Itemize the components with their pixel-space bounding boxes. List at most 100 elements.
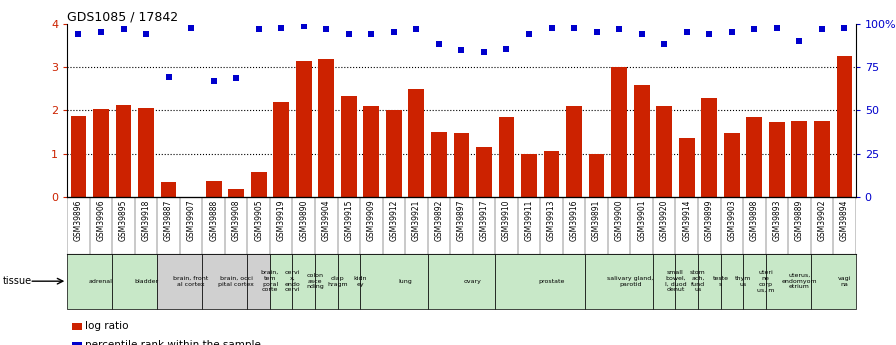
Point [725, 29, 739, 35]
Point [432, 41, 446, 46]
Text: colon
asce
nding: colon asce nding [306, 273, 323, 289]
Text: diap
hragm: diap hragm [327, 276, 348, 287]
Bar [453, 133, 470, 197]
Bar [206, 181, 221, 197]
Text: tissue: tissue [3, 276, 32, 286]
Bar [585, 254, 653, 309]
Point [657, 41, 671, 46]
Text: log ratio: log ratio [85, 322, 129, 331]
Bar [521, 154, 537, 197]
Text: cervi
x,
endo
cervi: cervi x, endo cervi [285, 270, 300, 292]
Point [792, 38, 806, 43]
Bar [633, 86, 650, 197]
Point [499, 47, 513, 52]
Point [297, 23, 311, 29]
Point [229, 75, 244, 81]
Point [747, 27, 762, 32]
Point [94, 29, 108, 35]
Bar [611, 67, 627, 197]
Bar [202, 254, 247, 309]
Text: GSM39901: GSM39901 [637, 199, 646, 241]
Bar [409, 89, 425, 197]
Bar [837, 57, 852, 197]
Text: GSM39905: GSM39905 [254, 199, 263, 241]
Text: GSM39887: GSM39887 [164, 199, 173, 241]
Text: GSM39888: GSM39888 [209, 199, 218, 241]
Text: brain,
tem
poral
corte: brain, tem poral corte [261, 270, 279, 292]
Text: brain, occi
pital cortex: brain, occi pital cortex [219, 276, 254, 287]
Bar [702, 98, 717, 197]
Bar [811, 254, 856, 309]
Bar [814, 121, 830, 197]
Text: prostate: prostate [538, 279, 564, 284]
Bar [364, 106, 379, 197]
Bar [720, 254, 743, 309]
Point [387, 29, 401, 35]
Text: GSM39895: GSM39895 [119, 199, 128, 241]
Text: GSM39910: GSM39910 [502, 199, 511, 241]
Bar [724, 133, 740, 197]
Point [72, 31, 86, 37]
Point [206, 78, 220, 84]
Text: stom
ach,
fund
us: stom ach, fund us [690, 270, 706, 292]
Text: small
bowel,
l, duod
denut: small bowel, l, duod denut [665, 270, 686, 292]
Bar [589, 154, 605, 197]
Point [252, 27, 266, 32]
Bar [338, 254, 360, 309]
Point [319, 27, 333, 32]
Text: uteri
ne
corp
us, m: uteri ne corp us, m [757, 270, 774, 292]
Bar [340, 96, 357, 197]
Text: GSM39890: GSM39890 [299, 199, 308, 241]
Bar [679, 138, 694, 197]
Bar [292, 254, 315, 309]
Point [116, 27, 131, 32]
Bar [566, 106, 582, 197]
Bar [653, 254, 676, 309]
Bar [495, 254, 585, 309]
Point [702, 31, 717, 37]
Text: GSM39906: GSM39906 [97, 199, 106, 241]
Text: GSM39892: GSM39892 [435, 199, 444, 241]
Point [612, 27, 626, 32]
Bar [498, 117, 514, 197]
Text: GDS1085 / 17842: GDS1085 / 17842 [67, 10, 178, 23]
Text: GSM39916: GSM39916 [570, 199, 579, 241]
Text: GSM39891: GSM39891 [592, 199, 601, 241]
Text: GSM39914: GSM39914 [682, 199, 691, 241]
Text: GSM39909: GSM39909 [366, 199, 375, 241]
Text: vagi
na: vagi na [838, 276, 851, 287]
Text: GSM39919: GSM39919 [277, 199, 286, 241]
Text: ovary: ovary [464, 279, 482, 284]
Point [545, 26, 559, 31]
Bar [315, 254, 338, 309]
Bar [427, 254, 495, 309]
Bar [93, 109, 109, 197]
Bar [116, 105, 132, 197]
Text: percentile rank within the sample: percentile rank within the sample [85, 341, 261, 345]
Text: GSM39913: GSM39913 [547, 199, 556, 241]
Bar [67, 254, 112, 309]
Bar [791, 121, 807, 197]
Text: GSM39899: GSM39899 [705, 199, 714, 241]
Point [409, 27, 424, 32]
Bar [769, 122, 785, 197]
Bar [112, 254, 158, 309]
Bar [138, 108, 154, 197]
Point [590, 29, 604, 35]
Point [454, 47, 469, 53]
Point [567, 26, 582, 31]
Bar [360, 254, 427, 309]
Bar [386, 110, 401, 197]
Text: brain, front
al cortex: brain, front al cortex [174, 276, 209, 287]
Point [814, 27, 829, 32]
Bar [270, 254, 292, 309]
Point [477, 49, 491, 55]
Point [341, 31, 356, 37]
Text: GSM39898: GSM39898 [750, 199, 759, 241]
Bar [676, 254, 698, 309]
Bar [656, 106, 672, 197]
Text: GSM39894: GSM39894 [840, 199, 849, 241]
Text: GSM39889: GSM39889 [795, 199, 804, 241]
Text: GSM39917: GSM39917 [479, 199, 488, 241]
Text: GSM39893: GSM39893 [772, 199, 781, 241]
